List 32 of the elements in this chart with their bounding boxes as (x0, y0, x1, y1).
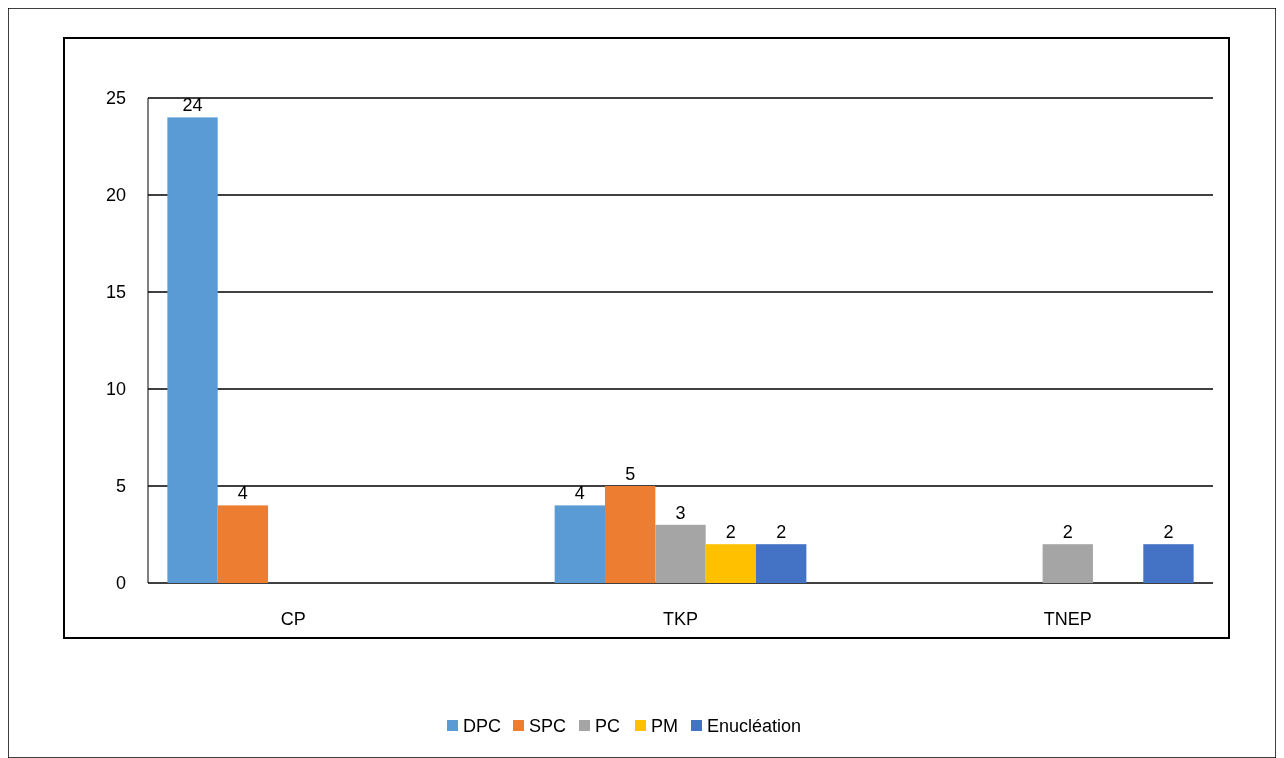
y-tick-label: 25 (105, 88, 126, 109)
legend-label: PC (595, 716, 621, 737)
y-tick-label: 20 (105, 185, 126, 206)
data-label: 3 (675, 502, 686, 523)
bar (1042, 544, 1093, 583)
legend-label: Enucléation (707, 716, 802, 737)
x-tick-label: TKP (662, 609, 699, 629)
bar (655, 524, 706, 583)
data-label: 24 (182, 95, 203, 116)
legend-label: PM (651, 716, 678, 737)
y-tick-label: 5 (115, 476, 126, 497)
bar (217, 505, 269, 583)
data-label: 4 (574, 483, 585, 504)
legend-label: DPC (463, 716, 502, 737)
bar (554, 505, 605, 583)
data-label: 5 (625, 464, 636, 484)
x-tick-label: CP (280, 609, 306, 629)
bar (756, 544, 807, 583)
bar (1143, 544, 1194, 583)
bar (705, 544, 757, 583)
y-tick-label: 10 (105, 379, 126, 400)
y-tick-label: 0 (115, 573, 126, 594)
data-label: 2 (725, 522, 736, 543)
y-tick-label: 15 (105, 282, 126, 303)
bar (167, 117, 218, 583)
data-label: 2 (1062, 522, 1073, 543)
legend-label: SPC (529, 716, 567, 737)
data-label: 2 (776, 522, 787, 543)
data-label: 2 (1163, 522, 1174, 543)
bar (604, 486, 656, 583)
x-tick-label: TNEP (1043, 609, 1092, 629)
data-label: 4 (237, 483, 248, 504)
